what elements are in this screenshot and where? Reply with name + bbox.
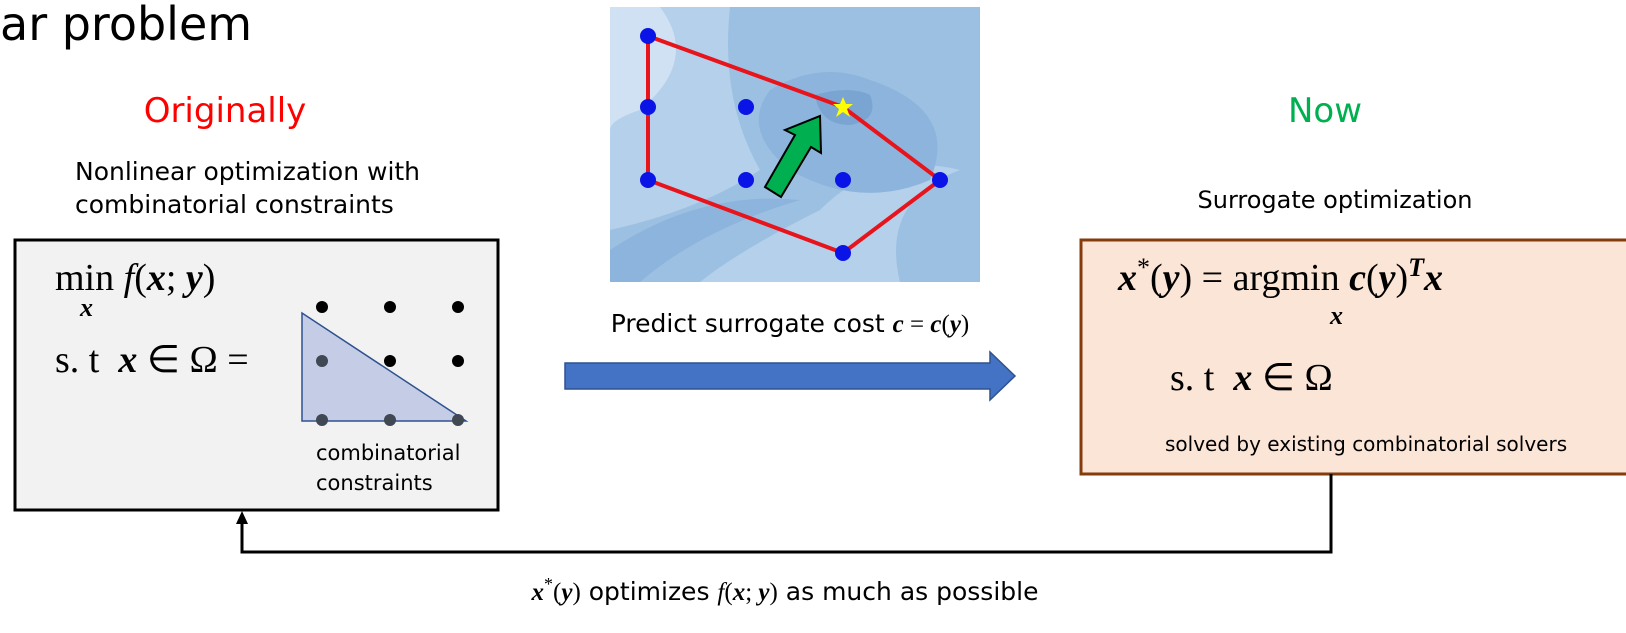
sym: s. t — [55, 339, 118, 381]
right-description: Surrogate optimization — [1198, 186, 1473, 214]
sym: ( — [134, 257, 147, 299]
sym: y — [947, 311, 962, 338]
sym: y — [558, 579, 573, 606]
sym: ( — [1366, 257, 1379, 299]
solver-note: solved by existing combinatorial solvers — [1165, 432, 1567, 456]
sym: T — [1408, 253, 1425, 282]
word: optimizes — [581, 577, 718, 606]
left-heading: Originally — [144, 91, 307, 131]
sym: y — [755, 579, 770, 606]
sym: ; — [745, 579, 758, 606]
sym: x — [1117, 257, 1137, 299]
surrogate-objective: x*(y) = argmin c(y)Tx — [1117, 253, 1443, 299]
word: Predict surrogate cost — [611, 309, 893, 338]
sym: ∈ Ω — [1252, 357, 1332, 399]
sym: ∈ Ω = — [137, 339, 248, 381]
objective-sub: x — [79, 293, 93, 322]
sym: * — [1137, 253, 1150, 282]
sym: * — [544, 574, 553, 594]
sym: ( — [724, 579, 732, 606]
sym: s. t — [1170, 357, 1233, 399]
objective-sub: x — [1329, 301, 1343, 330]
feedback-caption: x*(y) optimizes f(x; y) as much as possi… — [531, 574, 1039, 606]
region-label: constraints — [316, 471, 433, 495]
op: argmin — [1233, 257, 1349, 299]
sym: x — [732, 579, 746, 606]
sym: ) = — [1180, 257, 1233, 299]
sym: ) — [961, 311, 969, 338]
sym: c — [893, 311, 904, 338]
sym: ) — [1395, 257, 1408, 299]
sym: ( — [941, 311, 949, 338]
sym: = — [904, 311, 931, 338]
feedback-arrowhead — [236, 511, 248, 524]
sym: x — [1232, 357, 1252, 399]
word: as much as possible — [778, 577, 1039, 606]
sym: y — [1375, 257, 1396, 299]
sym: x — [146, 257, 166, 299]
left-description: combinatorial constraints — [75, 190, 394, 219]
left-description: Nonlinear optimization with — [75, 157, 420, 186]
original-constraint: s. t x ∈ Ω = — [55, 339, 249, 381]
sym: ) — [770, 579, 778, 606]
sym: y — [1159, 257, 1180, 299]
sym: x — [117, 339, 137, 381]
sym: ) — [203, 257, 216, 299]
center-caption: Predict surrogate cost c = c(y) — [611, 309, 970, 338]
right-heading: Now — [1288, 91, 1362, 131]
region-label: combinatorial — [316, 441, 460, 465]
flow-arrow — [565, 352, 1015, 400]
sym: x — [531, 579, 545, 606]
sym: y — [182, 257, 203, 299]
sym: c — [930, 311, 941, 338]
sym: ( — [553, 579, 561, 606]
sym: x — [1423, 257, 1443, 299]
sym: c — [1349, 257, 1366, 299]
sym: ( — [1150, 257, 1163, 299]
surrogate-constraint: s. t x ∈ Ω — [1170, 357, 1333, 399]
slide-title: ar problem — [0, 0, 252, 51]
sym: ) — [572, 579, 580, 606]
sym: ; — [166, 257, 186, 299]
slide: ar problem Originally Nonlinear optimiza… — [0, 0, 1626, 633]
